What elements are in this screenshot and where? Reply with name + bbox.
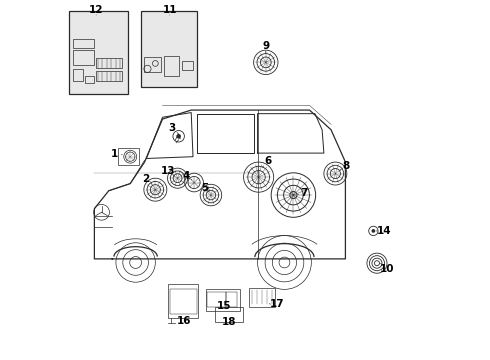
Text: 17: 17	[270, 300, 285, 310]
Bar	[96, 71, 122, 81]
Bar	[181, 60, 194, 69]
Circle shape	[176, 134, 181, 139]
Text: 13: 13	[161, 166, 175, 176]
Bar	[73, 39, 95, 48]
Bar	[226, 292, 237, 307]
Bar	[118, 148, 139, 165]
Bar	[168, 284, 198, 318]
Text: 5: 5	[201, 183, 208, 193]
Bar	[69, 12, 128, 94]
Bar	[144, 57, 161, 72]
Bar	[215, 307, 243, 321]
Text: 2: 2	[142, 174, 149, 184]
Text: 7: 7	[300, 188, 308, 198]
Text: 16: 16	[177, 316, 191, 325]
Text: 3: 3	[168, 123, 175, 133]
Bar	[207, 292, 226, 307]
Bar	[170, 289, 196, 315]
Text: 1: 1	[110, 149, 118, 159]
Text: 14: 14	[376, 226, 391, 236]
Bar	[141, 12, 196, 87]
Bar	[73, 69, 83, 81]
Bar	[85, 76, 95, 83]
Text: 18: 18	[221, 318, 236, 327]
Text: 8: 8	[343, 161, 350, 171]
Bar	[164, 56, 179, 76]
Circle shape	[371, 229, 375, 233]
Text: 10: 10	[379, 264, 394, 274]
Text: 15: 15	[217, 301, 231, 311]
Text: 9: 9	[262, 41, 270, 51]
Bar	[205, 289, 240, 311]
Text: 12: 12	[89, 5, 103, 15]
Bar	[73, 50, 95, 65]
Text: 4: 4	[183, 171, 190, 181]
Text: 6: 6	[265, 156, 272, 166]
Text: 11: 11	[163, 5, 177, 15]
Bar	[248, 288, 275, 307]
Bar	[96, 58, 122, 68]
